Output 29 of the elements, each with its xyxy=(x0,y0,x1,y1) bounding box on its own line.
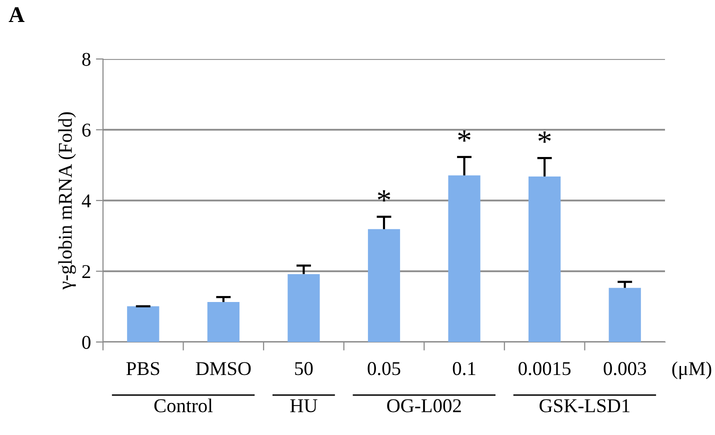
bar xyxy=(448,175,480,342)
bar xyxy=(368,229,400,342)
text: Control xyxy=(154,398,213,412)
y-tick-label: 4 xyxy=(82,194,91,208)
x-tick-label: 0.05 xyxy=(368,362,400,376)
annotation: * xyxy=(538,132,551,143)
text: HU xyxy=(290,399,318,412)
text: A xyxy=(8,7,24,22)
y-tick-label: 2 xyxy=(82,265,90,278)
y-tick-label: 8 xyxy=(82,52,90,66)
text: (μM) xyxy=(672,361,712,380)
text: GSK-LSD1 xyxy=(540,399,630,412)
x-tick-label: DMSO xyxy=(196,362,251,376)
bar xyxy=(608,288,641,342)
bar xyxy=(288,274,320,342)
annotation: * xyxy=(458,130,470,142)
y-tick-label: 0 xyxy=(82,336,90,349)
bar xyxy=(127,306,160,342)
bar xyxy=(528,176,561,342)
x-tick-label: 50 xyxy=(295,362,313,376)
x-tick-label: 0.003 xyxy=(604,362,646,376)
bar xyxy=(207,302,240,342)
y-axis-title: γ-globin mRNA (Fold) xyxy=(58,112,76,290)
y-tick-label: 6 xyxy=(82,124,91,137)
x-tick-label: 0.0015 xyxy=(518,362,571,376)
text: OG-L002 xyxy=(387,399,461,412)
x-tick-label: 0.1 xyxy=(452,362,476,376)
x-tick-label: PBS xyxy=(126,362,160,376)
annotation: * xyxy=(378,190,390,202)
